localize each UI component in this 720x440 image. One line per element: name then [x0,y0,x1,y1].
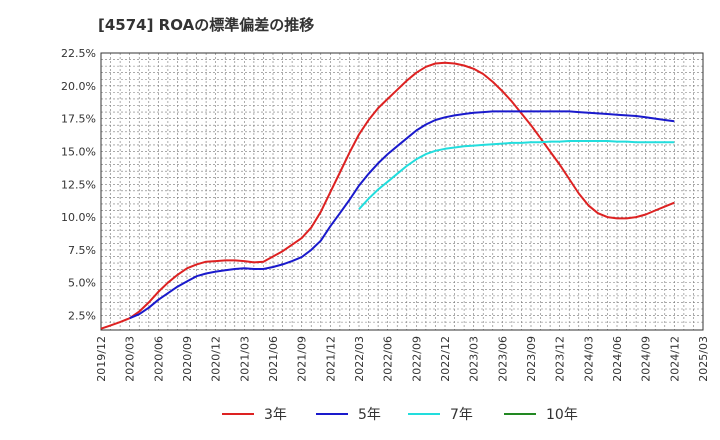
x-tick-label: 2023/12 [554,336,567,382]
legend-label-1: 3年 [264,407,287,423]
y-tick-label: 20.0% [61,80,96,93]
x-tick-label: 2021/06 [267,336,280,382]
y-tick-label: 10.0% [61,211,96,224]
series-line-1 [100,61,675,330]
y-axis-tick-labels: 2.5% 5.0% 7.5% 10.0% 12.5% 15.0% 17.5% 20.0% 22.… [61,47,96,323]
x-tick-label: 2022/03 [353,336,366,382]
legend-label-4: 10年 [546,407,578,423]
plot-area [101,53,703,330]
x-tick-label: 2020/12 [210,336,223,382]
legend-label-3: 7年 [450,407,473,423]
chart-title: [4574] ROAの標準偏差の推移 [98,16,314,34]
plot-border [100,52,704,331]
x-tick-label: 2024/09 [640,336,653,382]
x-tick-label: 2023/03 [468,336,481,382]
x-tick-label: 2023/09 [525,336,538,382]
legend: 3年 5年 7年 10年 [222,407,578,423]
y-tick-label: 15.0% [61,145,96,158]
x-tick-label: 2021/09 [296,336,309,382]
y-tick-label: 22.5% [61,47,96,60]
legend-label-2: 5年 [358,407,381,423]
x-tick-label: 2022/12 [439,336,452,382]
series-line-3 [358,140,675,210]
x-tick-label: 2021/12 [324,336,337,382]
x-tick-label: 2024/03 [582,336,595,382]
series-lines [100,61,675,330]
x-tick-label: 2024/12 [668,336,681,382]
series-line-2 [129,110,675,320]
x-tick-label: 2020/03 [124,336,137,382]
y-tick-label: 12.5% [61,178,96,191]
x-tick-label: 2022/06 [382,336,395,382]
x-tick-label: 2025/03 [697,336,710,382]
x-axis-tick-labels: 2019/12 2020/03 2020/06 2020/09 2020/12 2021/… [95,336,710,382]
x-tick-label: 2020/06 [152,336,165,382]
x-tick-label: 2021/03 [238,336,251,382]
y-tick-label: 2.5% [68,310,96,323]
y-tick-label: 5.0% [68,277,96,290]
x-tick-label: 2023/06 [496,336,509,382]
y-tick-label: 17.5% [61,113,96,126]
horizontal-gridlines [101,52,703,323]
x-tick-label: 2022/09 [410,336,423,382]
x-tick-label: 2024/06 [611,336,624,382]
y-tick-label: 7.5% [68,244,96,257]
x-tick-label: 2019/12 [95,336,108,382]
x-tick-label: 2020/09 [181,336,194,382]
